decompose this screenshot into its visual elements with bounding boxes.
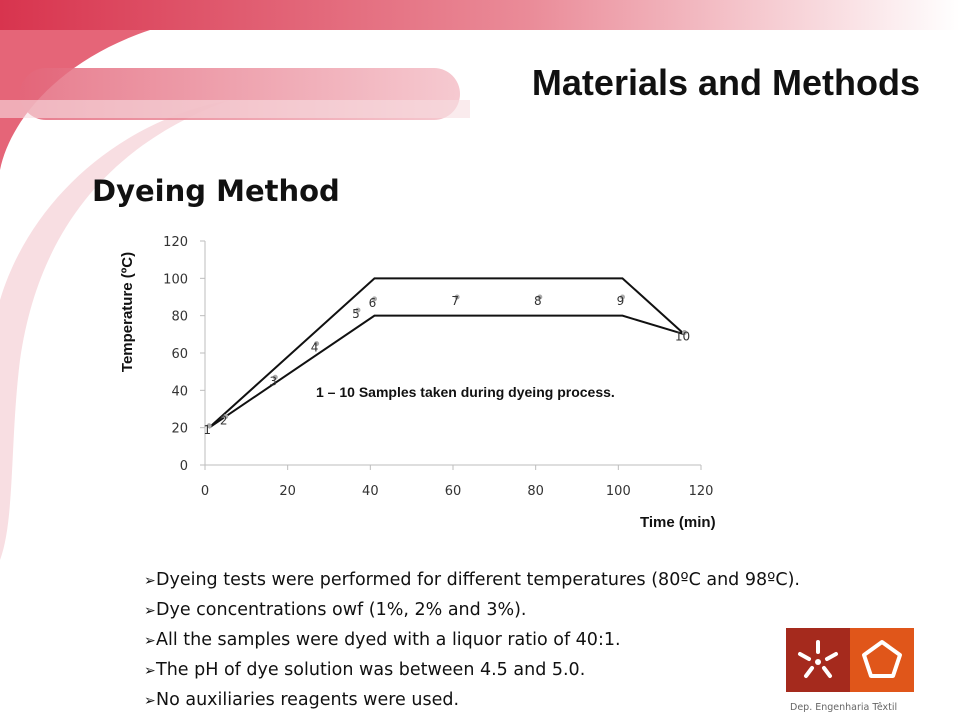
arrow-bullet-icon: ➢ bbox=[144, 663, 156, 679]
x-tick-label: 100 bbox=[606, 484, 631, 499]
y-axis-label: Temperature (ºC) bbox=[119, 252, 136, 372]
bullet-text: The pH of dye solution was between 4.5 a… bbox=[156, 660, 586, 680]
sample-point bbox=[272, 374, 278, 380]
bullet-text: No auxiliaries reagents were used. bbox=[156, 690, 460, 710]
sample-point bbox=[206, 423, 212, 429]
bullet-item: ➢The pH of dye solution was between 4.5 … bbox=[144, 656, 800, 686]
pentagon-icon bbox=[862, 640, 902, 678]
bullet-item: ➢Dyeing tests were performed for differe… bbox=[144, 566, 800, 596]
chart-axes bbox=[204, 241, 701, 466]
left-swoosh bbox=[0, 30, 150, 170]
bullet-item: ➢No auxiliaries reagents were used. bbox=[144, 686, 800, 716]
x-tick-label: 20 bbox=[279, 484, 296, 499]
x-axis-label: Time (min) bbox=[640, 514, 716, 531]
top-band bbox=[0, 0, 960, 30]
x-tick-label: 120 bbox=[689, 484, 714, 499]
chart-ticks: 0 20 40 60 80 100 120 0 20 40 60 80 100 120 bbox=[163, 235, 713, 499]
sample-label: 1 bbox=[203, 423, 211, 437]
sample-point bbox=[454, 294, 460, 300]
sample-label: 10 bbox=[675, 329, 690, 343]
chart-lines bbox=[208, 277, 686, 429]
sample-point bbox=[314, 341, 320, 347]
sample-label: 2 bbox=[220, 413, 228, 427]
star-burst-icon bbox=[798, 640, 838, 678]
y-tick-label: 100 bbox=[163, 272, 188, 287]
x-tick-label: 0 bbox=[201, 484, 209, 499]
sample-label: 8 bbox=[534, 294, 542, 308]
bullet-item: ➢All the samples were dyed with a liquor… bbox=[144, 626, 800, 656]
arrow-bullet-icon: ➢ bbox=[144, 693, 156, 709]
x-tick-label: 40 bbox=[362, 484, 379, 499]
sample-label: 6 bbox=[369, 296, 377, 310]
arrow-bullet-icon: ➢ bbox=[144, 633, 156, 649]
chart-annotation: 1 – 10 Samples taken during dyeing proce… bbox=[316, 384, 615, 400]
sample-point bbox=[223, 413, 229, 419]
bullet-text: Dyeing tests were performed for differen… bbox=[156, 570, 800, 590]
bullet-list: ➢Dyeing tests were performed for differe… bbox=[144, 566, 800, 716]
sample-point bbox=[619, 294, 625, 300]
series-line-2 bbox=[208, 314, 685, 429]
bullet-text: Dye concentrations owf (1%, 2% and 3%). bbox=[156, 600, 527, 620]
sample-label: 3 bbox=[269, 374, 277, 388]
logo-left-panel bbox=[786, 628, 850, 692]
section-title: Dyeing Method bbox=[92, 174, 340, 208]
x-tick-label: 60 bbox=[445, 484, 462, 499]
sample-point bbox=[681, 329, 687, 335]
arrow-bullet-icon: ➢ bbox=[144, 603, 156, 619]
y-tick-label: 120 bbox=[163, 235, 188, 250]
bullet-text: All the samples were dyed with a liquor … bbox=[156, 630, 621, 650]
arrow-bullet-icon: ➢ bbox=[144, 573, 156, 589]
sample-point bbox=[355, 307, 361, 313]
sample-label: 9 bbox=[617, 294, 625, 308]
sample-label: 5 bbox=[352, 307, 360, 321]
sample-label: 4 bbox=[311, 341, 319, 355]
y-tick-label: 20 bbox=[171, 422, 188, 437]
department-label: Dep. Engenharia Têxtil bbox=[790, 702, 898, 713]
y-tick-label: 80 bbox=[171, 310, 188, 325]
y-tick-label: 40 bbox=[171, 384, 188, 399]
left-curve bbox=[0, 100, 230, 560]
x-tick-label: 80 bbox=[527, 484, 544, 499]
y-tick-label: 60 bbox=[171, 347, 188, 362]
y-tick-label: 0 bbox=[180, 459, 188, 474]
series-line-1 bbox=[208, 277, 686, 429]
header-band-light bbox=[0, 100, 470, 118]
sample-point bbox=[537, 294, 543, 300]
university-logo bbox=[786, 628, 914, 692]
sample-label: 7 bbox=[451, 294, 459, 308]
sample-point bbox=[371, 296, 377, 302]
slide-title: Materials and Methods bbox=[531, 62, 920, 103]
logo-right-panel bbox=[850, 628, 914, 692]
bullet-item: ➢Dye concentrations owf (1%, 2% and 3%). bbox=[144, 596, 800, 626]
